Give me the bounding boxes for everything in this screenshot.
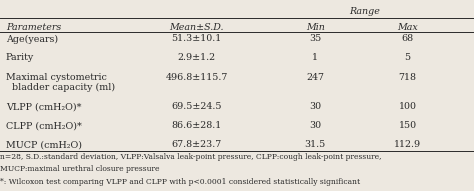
Text: MUCP (cmH₂O): MUCP (cmH₂O) bbox=[6, 140, 82, 149]
Text: Min: Min bbox=[306, 23, 325, 32]
Text: Parameters: Parameters bbox=[6, 23, 61, 32]
Text: VLPP (cmH₂O)*: VLPP (cmH₂O)* bbox=[6, 102, 81, 111]
Text: 67.8±23.7: 67.8±23.7 bbox=[172, 140, 222, 149]
Text: 35: 35 bbox=[309, 34, 321, 43]
Text: 68: 68 bbox=[401, 34, 414, 43]
Text: MUCP:maximal urethral closure pressure: MUCP:maximal urethral closure pressure bbox=[0, 165, 159, 173]
Text: 51.3±10.1: 51.3±10.1 bbox=[172, 34, 222, 43]
Text: 86.6±28.1: 86.6±28.1 bbox=[172, 121, 222, 130]
Text: CLPP (cmH₂O)*: CLPP (cmH₂O)* bbox=[6, 121, 82, 130]
Text: 100: 100 bbox=[399, 102, 417, 111]
Text: 30: 30 bbox=[309, 102, 321, 111]
Text: 31.5: 31.5 bbox=[305, 140, 326, 149]
Text: 150: 150 bbox=[399, 121, 417, 130]
Text: Age(years): Age(years) bbox=[6, 34, 58, 44]
Text: 496.8±115.7: 496.8±115.7 bbox=[165, 73, 228, 82]
Text: n=28, S.D.:standard deviation, VLPP:Valsalva leak-point pressure, CLPP:cough lea: n=28, S.D.:standard deviation, VLPP:Vals… bbox=[0, 153, 382, 161]
Text: 112.9: 112.9 bbox=[394, 140, 421, 149]
Text: 5: 5 bbox=[405, 53, 410, 62]
Text: Mean±S.D.: Mean±S.D. bbox=[170, 23, 224, 32]
Text: 1: 1 bbox=[312, 53, 318, 62]
Text: 30: 30 bbox=[309, 121, 321, 130]
Text: 718: 718 bbox=[399, 73, 417, 82]
Text: 2.9±1.2: 2.9±1.2 bbox=[178, 53, 216, 62]
Text: *: Wilcoxon test comparing VLPP and CLPP with p<0.0001 considered statistically : *: Wilcoxon test comparing VLPP and CLPP… bbox=[0, 178, 360, 186]
Text: 247: 247 bbox=[306, 73, 324, 82]
Text: Maximal cystometric
  bladder capacity (ml): Maximal cystometric bladder capacity (ml… bbox=[6, 73, 115, 92]
Text: Range: Range bbox=[349, 7, 381, 16]
Text: Parity: Parity bbox=[6, 53, 34, 62]
Text: Max: Max bbox=[397, 23, 418, 32]
Text: 69.5±24.5: 69.5±24.5 bbox=[172, 102, 222, 111]
